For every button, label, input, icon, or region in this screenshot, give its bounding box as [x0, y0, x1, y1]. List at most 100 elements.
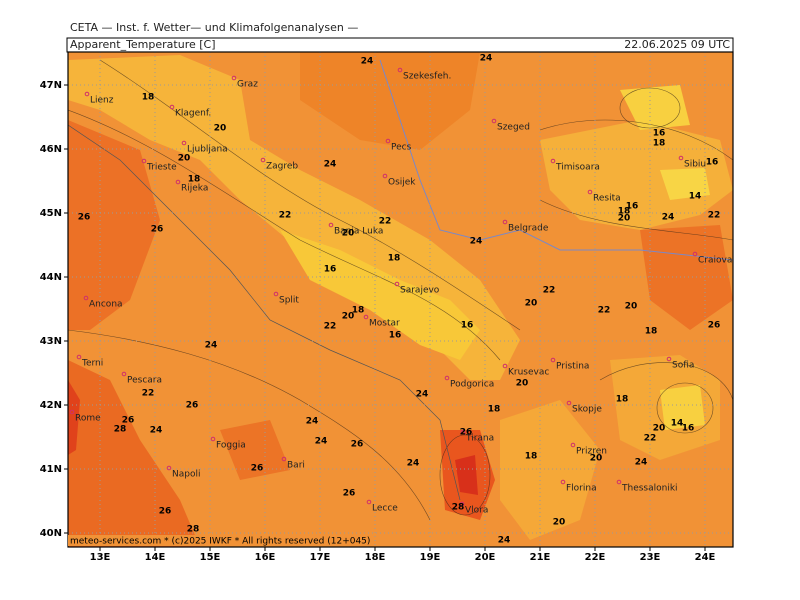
- city-label: Craiova: [698, 256, 732, 266]
- contour-label: 26: [159, 507, 172, 517]
- city-label: Foggia: [216, 441, 246, 451]
- contour-label: 22: [543, 286, 556, 296]
- contour-label: 26: [122, 416, 135, 426]
- contour-label: 20: [342, 229, 355, 239]
- contour-label: 16: [324, 265, 337, 275]
- city-label: Lecce: [372, 504, 398, 514]
- city-dot: [366, 499, 372, 505]
- contour-label: 16: [653, 129, 666, 139]
- contour-label: 26: [151, 225, 164, 235]
- city-dot: [121, 371, 127, 377]
- contour-label: 16: [389, 331, 402, 341]
- city-label: Terni: [81, 359, 103, 369]
- city-dot: [175, 179, 181, 185]
- lon-label: 21E: [530, 552, 551, 563]
- contour-label: 22: [379, 217, 392, 227]
- city-dot: [550, 158, 556, 164]
- contour-label: 20: [178, 154, 191, 164]
- contour-label: 24: [361, 57, 374, 67]
- valid-time: 22.06.2025 09 UTC: [624, 38, 730, 51]
- contour-label: 18: [645, 327, 658, 337]
- contour-label: 24: [205, 341, 218, 351]
- city-dot: [692, 251, 698, 257]
- contour-label: 20: [590, 454, 603, 464]
- city-label: Thessaloniki: [621, 484, 678, 494]
- city-label: Sibiu: [684, 160, 706, 170]
- city-label: Mostar: [369, 319, 400, 329]
- lat-label: 40N: [40, 528, 62, 539]
- city-dot: [84, 91, 90, 97]
- city-label: Podgorica: [450, 380, 494, 390]
- contour-label: 18: [616, 395, 629, 405]
- lat-label: 47N: [40, 80, 62, 91]
- city-label: Prizren: [576, 447, 607, 457]
- contour-label: 18: [142, 93, 155, 103]
- city-dot: [281, 456, 287, 462]
- contour-label: 16: [706, 158, 719, 168]
- contour-label: 28: [452, 503, 465, 513]
- contour-label: 26: [351, 440, 364, 450]
- contour-label: 18: [525, 452, 538, 462]
- contour-label: 24: [470, 237, 483, 247]
- contour-label: 22: [598, 306, 611, 316]
- contour-label: 24: [407, 459, 420, 469]
- footer: meteo-services.com * (c)2025 IWKF * All …: [70, 537, 370, 547]
- city-label: Napoli: [172, 470, 200, 480]
- lat-label: 45N: [40, 208, 62, 219]
- city-label: Osijek: [388, 178, 416, 188]
- city-label: Ancona: [89, 300, 123, 310]
- city-dot: [616, 479, 622, 485]
- city-dot: [273, 291, 279, 297]
- city-label: Sarajevo: [400, 286, 440, 296]
- graticule: [68, 52, 733, 547]
- footer-bg: [68, 535, 368, 546]
- city-label: Krusevac: [508, 368, 549, 378]
- contour-label: 26: [343, 489, 356, 499]
- contour-label: 28: [114, 425, 127, 435]
- city-label: Pescara: [127, 376, 162, 386]
- contour-label: 18: [618, 207, 631, 217]
- city-label: Belgrade: [508, 224, 549, 234]
- city-label: Timisoara: [555, 163, 600, 173]
- contour-label: 20: [342, 312, 355, 322]
- city-dot: [460, 429, 466, 435]
- institute: CETA — Inst. f. Wetter— und Klimafolgena…: [70, 21, 358, 34]
- contour-label: 24: [635, 458, 648, 468]
- city-label: Florina: [566, 484, 597, 494]
- contour-label: 26: [460, 428, 473, 438]
- contour-label: 22: [644, 434, 657, 444]
- city-dot: [560, 479, 566, 485]
- contour-label: 26: [251, 464, 264, 474]
- city-dot: [587, 189, 593, 195]
- lon-label: 22E: [585, 552, 606, 563]
- city-dot: [385, 138, 391, 144]
- city-dot: [260, 157, 266, 163]
- city-dot: [210, 436, 216, 442]
- lon-label: 17E: [310, 552, 331, 563]
- city-dot: [459, 501, 465, 507]
- city-label: Pecs: [391, 143, 412, 153]
- contour-label: 20: [516, 379, 529, 389]
- city-label: Szeged: [497, 123, 530, 133]
- city-dot: [566, 400, 572, 406]
- contour-label: 16: [461, 321, 474, 331]
- contour-label: 24: [324, 160, 337, 170]
- contour-label: 18: [188, 175, 201, 185]
- city-dot: [83, 295, 89, 301]
- city-dot: [570, 442, 576, 448]
- contour-label: 24: [315, 437, 328, 447]
- city-dot: [678, 155, 684, 161]
- city-label: Skopje: [572, 405, 602, 415]
- city-dot: [181, 140, 187, 146]
- contour-label: 20: [525, 299, 538, 309]
- city-dot: [166, 465, 172, 471]
- city-label: Lienz: [90, 96, 114, 106]
- contour-label: 26: [78, 213, 91, 223]
- city-dot: [394, 281, 400, 287]
- city-dot: [666, 356, 672, 362]
- city-label: Ljubljana: [187, 145, 228, 155]
- lat-label: 44N: [40, 272, 62, 283]
- lon-label: 16E: [255, 552, 276, 563]
- city-dot: [141, 158, 147, 164]
